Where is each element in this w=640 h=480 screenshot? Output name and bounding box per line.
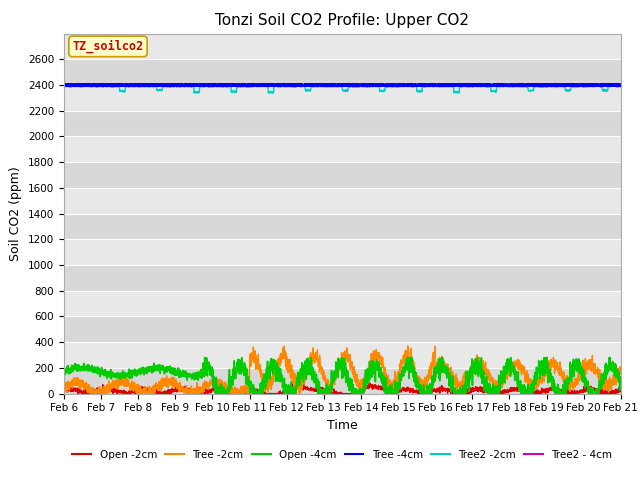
Bar	[64, 265, 621, 291]
Title: Tonzi Soil CO2 Profile: Upper CO2: Tonzi Soil CO2 Profile: Upper CO2	[216, 13, 469, 28]
Y-axis label: Soil CO2 (ppm): Soil CO2 (ppm)	[10, 166, 22, 261]
Legend: Open -2cm, Tree -2cm, Open -4cm, Tree -4cm, Tree2 -2cm, Tree2 - 4cm: Open -2cm, Tree -2cm, Open -4cm, Tree -4…	[68, 445, 616, 464]
Bar	[64, 316, 621, 342]
Bar	[64, 214, 621, 240]
X-axis label: Time: Time	[327, 419, 358, 432]
Bar	[64, 111, 621, 136]
Bar	[64, 162, 621, 188]
Text: TZ_soilco2: TZ_soilco2	[72, 40, 143, 53]
Bar	[64, 368, 621, 394]
Bar	[64, 60, 621, 85]
